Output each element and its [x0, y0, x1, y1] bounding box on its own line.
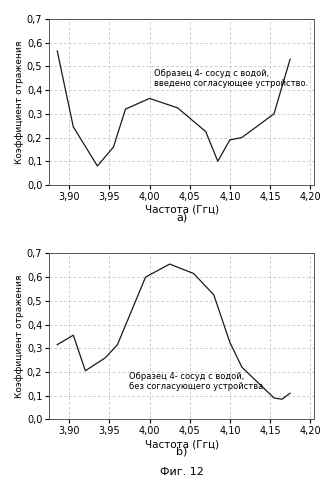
Text: Образец 4- сосуд с водой,
без согласующего устройства.: Образец 4- сосуд с водой, без согласующе… [129, 372, 266, 391]
Y-axis label: Коэффициент отражения: Коэффициент отражения [15, 274, 24, 398]
Text: а): а) [176, 213, 187, 223]
X-axis label: Частота (Ггц): Частота (Ггц) [144, 439, 219, 449]
Text: b): b) [176, 447, 187, 457]
Text: Фиг. 12: Фиг. 12 [160, 467, 204, 477]
Y-axis label: Коэффициент отражения: Коэффициент отражения [15, 40, 24, 164]
Text: Образец 4- сосуд с водой,
введено согласующее устройство.: Образец 4- сосуд с водой, введено соглас… [154, 69, 308, 88]
X-axis label: Частота (Ггц): Частота (Ггц) [144, 205, 219, 215]
